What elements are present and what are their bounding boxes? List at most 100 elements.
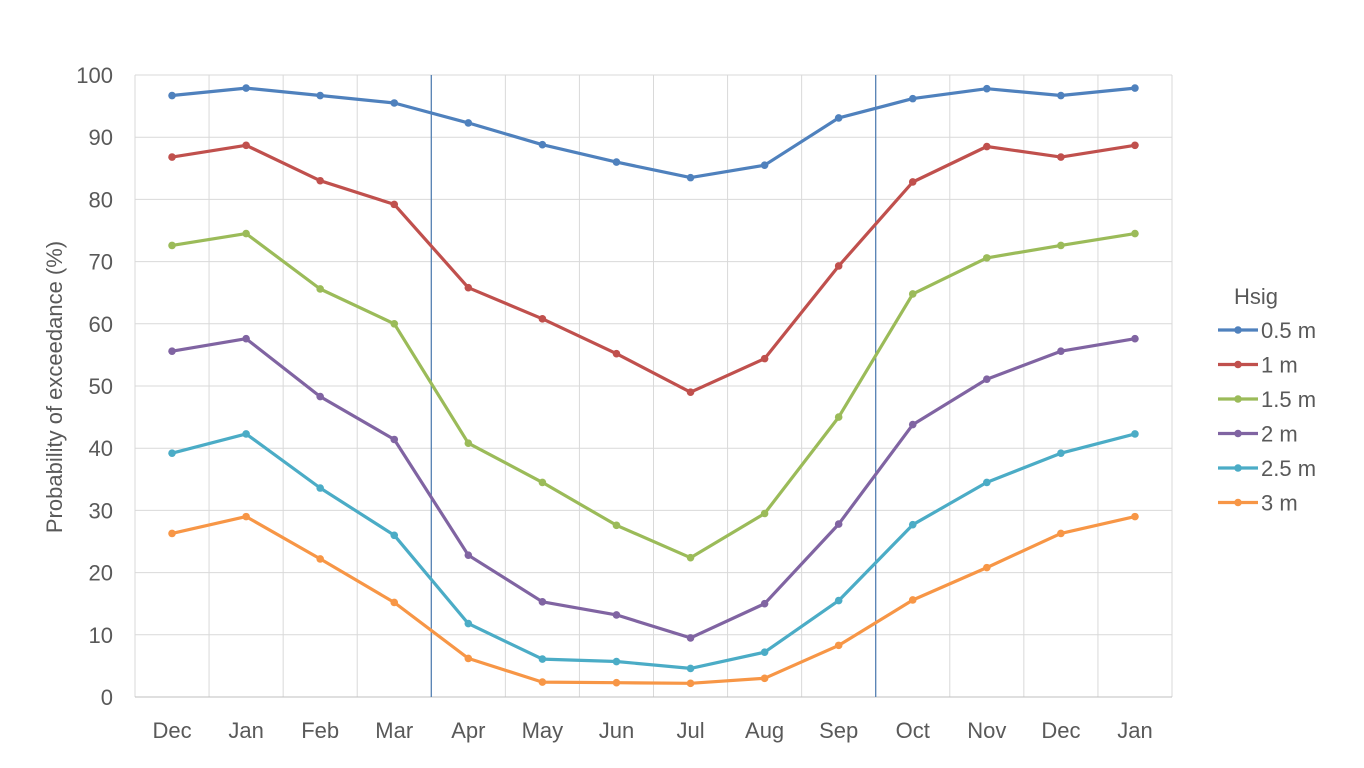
data-point	[1131, 512, 1139, 521]
x-tick-label: Jul	[676, 718, 704, 743]
data-point	[242, 229, 250, 238]
y-tick-label: 70	[89, 250, 113, 275]
data-point	[316, 285, 324, 293]
data-point	[316, 555, 324, 563]
data-point	[316, 392, 324, 401]
data-point	[686, 173, 695, 182]
legend-item: 2.5 m	[1218, 456, 1316, 481]
legend-label: 3 m	[1261, 491, 1298, 516]
data-point	[464, 654, 473, 663]
x-tick-label: Jan	[228, 718, 263, 743]
y-tick-label: 60	[89, 312, 113, 337]
data-point	[908, 94, 917, 103]
series-2m	[168, 334, 1139, 642]
data-point	[538, 678, 547, 686]
data-point	[538, 478, 547, 487]
x-tick-label: Dec	[1041, 718, 1080, 743]
data-point	[983, 142, 991, 151]
data-point	[760, 161, 769, 169]
legend-item: 1 m	[1218, 353, 1298, 378]
data-point	[538, 315, 547, 323]
data-point	[242, 512, 250, 521]
data-point	[464, 119, 473, 127]
legend-item: 3 m	[1218, 491, 1298, 516]
data-point	[1057, 91, 1065, 100]
data-point	[983, 254, 991, 262]
y-axis-title: Probability of exceedance (%)	[42, 241, 67, 533]
legend-label: 0.5 m	[1261, 318, 1316, 343]
data-point	[760, 599, 769, 608]
data-point	[390, 200, 399, 209]
data-point	[464, 551, 473, 559]
legend-item: 2 m	[1218, 422, 1298, 447]
data-point	[834, 596, 843, 605]
x-tick-label: Feb	[301, 718, 339, 743]
data-point	[1057, 347, 1065, 355]
data-point	[464, 439, 473, 448]
series-0-5m	[168, 84, 1139, 182]
y-tick-label: 50	[89, 374, 113, 399]
legend-label: 2 m	[1261, 422, 1298, 447]
legend-label: 2.5 m	[1261, 456, 1316, 481]
data-point	[316, 91, 324, 100]
data-point	[390, 99, 399, 107]
data-point	[983, 563, 991, 572]
data-point	[538, 140, 547, 149]
data-point	[242, 430, 250, 438]
data-point	[612, 678, 621, 687]
series-line	[170, 432, 1137, 671]
series-line	[170, 514, 1137, 685]
data-point	[1057, 241, 1065, 250]
data-point	[242, 141, 250, 150]
data-point	[834, 520, 843, 528]
data-point	[1131, 334, 1139, 343]
data-point	[686, 388, 695, 397]
data-point	[390, 435, 399, 444]
data-point	[242, 334, 250, 343]
series-1m	[168, 141, 1139, 397]
x-tick-label: May	[522, 718, 564, 743]
data-point	[168, 241, 176, 250]
data-point	[1057, 449, 1065, 457]
legend-item: 1.5 m	[1218, 387, 1316, 412]
data-point	[686, 664, 695, 673]
series-line	[170, 86, 1137, 180]
data-point	[983, 84, 991, 93]
data-point	[908, 178, 917, 186]
y-tick-label: 40	[89, 436, 113, 461]
legend-title: Hsig	[1234, 284, 1278, 309]
data-point	[983, 478, 991, 487]
legend-marker	[1234, 360, 1242, 369]
data-point	[168, 91, 176, 100]
data-point	[983, 375, 991, 383]
y-tick-label: 0	[101, 685, 113, 710]
x-tick-label: Nov	[967, 718, 1006, 743]
data-point	[908, 420, 917, 429]
data-point	[1131, 84, 1139, 92]
y-tick-label: 30	[89, 498, 113, 523]
data-point	[242, 84, 250, 92]
x-tick-label: Dec	[152, 718, 191, 743]
y-tick-label: 100	[76, 63, 113, 88]
data-point	[834, 641, 843, 650]
series-1-5m	[168, 229, 1139, 562]
data-point	[1131, 430, 1139, 438]
y-tick-label: 80	[89, 187, 113, 212]
data-point	[908, 290, 917, 298]
data-point	[390, 598, 399, 607]
x-tick-label: Jan	[1117, 718, 1152, 743]
data-point	[908, 520, 917, 529]
data-point	[538, 598, 547, 606]
data-point	[834, 413, 843, 421]
data-point	[168, 153, 176, 161]
x-axis-ticks: Dec Jan Feb Mar Apr May Jun Jul Aug Sep Oct Nov Dec J…	[152, 718, 1152, 743]
legend-marker	[1234, 326, 1242, 334]
data-point	[538, 655, 547, 663]
x-tick-label: Apr	[451, 718, 485, 743]
y-tick-label: 20	[89, 561, 113, 586]
data-point	[390, 531, 399, 540]
x-tick-label: Aug	[745, 718, 784, 743]
data-point	[834, 114, 843, 122]
